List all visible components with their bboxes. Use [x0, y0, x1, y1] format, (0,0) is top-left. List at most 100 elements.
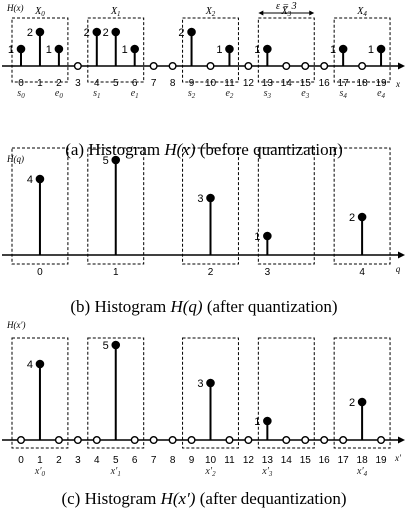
tick-label-c-7: 7: [151, 455, 157, 466]
caption-a-math: H(x): [164, 140, 196, 159]
empty-point-a-1: [149, 62, 158, 71]
stem-dot-b-4: [357, 212, 367, 222]
empty-point-c-6: [168, 436, 177, 445]
dashed-box-a-2: [182, 17, 239, 83]
tick-label-a-8: 8: [170, 78, 176, 89]
count-label-b-1: 5: [103, 155, 109, 167]
tick-label-c-18: 18: [357, 455, 369, 466]
tick-label-b-4: 4: [359, 267, 365, 278]
caption-c: (c) Histogram H(x′) (after dequantizatio…: [0, 489, 408, 509]
tick-label-c-11: 11: [224, 455, 235, 466]
sub-label-a-6: s3: [264, 88, 272, 100]
count-label-a-3: 2: [84, 27, 90, 39]
tick-label-a-7: 7: [151, 78, 157, 89]
dashed-box-b-2: [182, 147, 239, 265]
dashed-box-a-3: [257, 17, 315, 83]
tick-label-b-0: 0: [37, 267, 43, 278]
empty-point-c-2: [73, 436, 82, 445]
tick-label-c-0: 0: [18, 455, 24, 466]
box-label-a-4: X4: [356, 6, 367, 18]
dashed-box-b-4: [333, 147, 391, 265]
count-label-a-9: 1: [330, 44, 336, 56]
count-label-c-0: 4: [27, 359, 33, 371]
empty-point-c-10: [282, 436, 291, 445]
box-label-a-3: X3: [280, 6, 291, 18]
tick-label-c-2: 2: [56, 455, 62, 466]
tick-label-b-3: 3: [265, 267, 271, 278]
tick-label-c-12: 12: [243, 455, 255, 466]
tick-label-c-6: 6: [132, 455, 138, 466]
tick-label-a-4: 4: [94, 78, 100, 89]
stem-dot-a-6: [187, 27, 196, 37]
stem-dot-b-2: [206, 193, 215, 203]
dashed-box-c-4: [333, 337, 391, 449]
count-label-a-7: 1: [216, 44, 222, 56]
box-label-a-2: X2: [205, 6, 216, 18]
tick-label-c-9: 9: [189, 455, 195, 466]
dashed-box-b-3: [257, 147, 315, 265]
count-label-a-5: 1: [122, 44, 128, 56]
x-axis-label-b: q: [396, 264, 401, 274]
tick-label-a-16: 16: [319, 78, 331, 89]
empty-point-c-5: [149, 436, 158, 445]
tick-label-c-5: 5: [113, 455, 119, 466]
caption-c-suffix: (after dequantization): [199, 489, 347, 508]
x-axis-arrow-a: [398, 62, 405, 70]
tick-label-c-17: 17: [338, 455, 350, 466]
count-label-b-0: 4: [27, 174, 33, 186]
stem-dot-a-10: [376, 44, 386, 54]
tick-label-a-11: 11: [224, 78, 235, 89]
tick-label-c-16: 16: [319, 455, 331, 466]
empty-point-c-14: [377, 436, 386, 445]
stem-dot-a-1: [35, 27, 45, 37]
count-label-a-4: 2: [103, 27, 109, 39]
empty-point-c-4: [130, 436, 139, 445]
count-label-c-2: 3: [197, 378, 203, 390]
tick-label-b-2: 2: [208, 267, 214, 278]
tick-label-c-8: 8: [170, 455, 176, 466]
caption-b-suffix: (after quantization): [206, 297, 338, 316]
stem-dot-a-7: [225, 44, 234, 54]
dashed-box-c-2: [182, 337, 239, 449]
count-label-c-4: 2: [349, 397, 355, 409]
sub-label-a-2: s1: [93, 88, 100, 100]
sub-label-c-1: x′1: [110, 466, 121, 478]
tick-label-c-13: 13: [262, 455, 274, 466]
tick-label-c-1: 1: [37, 455, 43, 466]
sub-label-a-5: e2: [225, 88, 233, 100]
epsilon-arrow-right: [309, 10, 315, 16]
empty-point-c-11: [301, 436, 310, 445]
tick-label-c-4: 4: [94, 455, 100, 466]
empty-point-c-13: [339, 436, 348, 445]
dashed-box-b-0: [11, 147, 69, 265]
count-label-a-1: 2: [27, 27, 33, 39]
tick-label-c-15: 15: [300, 455, 312, 466]
empty-point-a-3: [206, 62, 215, 71]
tick-label-a-5: 5: [113, 78, 119, 89]
tick-label-a-10: 10: [205, 78, 217, 89]
dashed-box-a-1: [87, 17, 145, 83]
empty-point-a-2: [168, 62, 177, 71]
count-label-b-4: 2: [349, 212, 355, 224]
tick-label-a-6: 6: [132, 78, 138, 89]
tick-label-a-18: 18: [357, 78, 369, 89]
tick-label-b-1: 1: [113, 267, 119, 278]
stem-dot-a-9: [338, 44, 348, 54]
sub-label-c-0: x′0: [34, 466, 46, 478]
dashed-box-a-0: [11, 17, 69, 83]
tick-label-c-19: 19: [375, 455, 387, 466]
x-axis-label-a: x: [395, 79, 400, 89]
caption-c-prefix: (c) Histogram: [61, 489, 157, 508]
sub-label-c-3: x′3: [261, 466, 273, 478]
dashed-box-a-4: [333, 17, 391, 83]
x-axis-label-c: x′: [394, 453, 402, 463]
sub-label-a-3: e1: [131, 88, 139, 100]
stem-dot-c-1: [111, 340, 121, 350]
tick-label-c-14: 14: [281, 455, 293, 466]
tick-label-a-1: 1: [37, 78, 43, 89]
tick-label-a-14: 14: [281, 78, 293, 89]
tick-label-a-2: 2: [56, 78, 62, 89]
empty-point-a-6: [301, 62, 310, 71]
caption-c-math: H(x′): [160, 489, 196, 508]
stem-dot-a-8: [263, 44, 272, 54]
